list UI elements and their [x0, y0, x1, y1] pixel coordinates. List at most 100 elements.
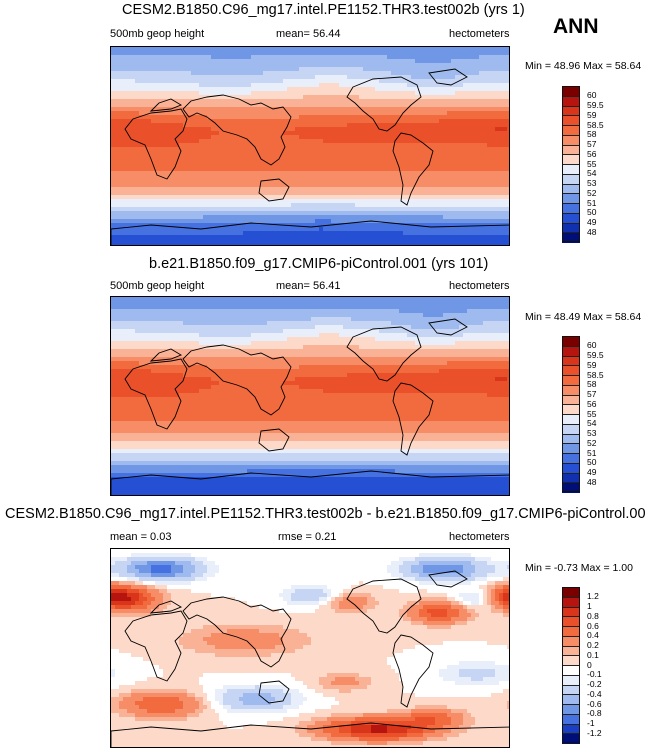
contour-cell [471, 235, 476, 240]
contour-cell [467, 71, 472, 76]
contour-cell [411, 151, 416, 156]
contour-cell [363, 191, 368, 196]
contour-cell [415, 235, 420, 240]
contour-cell [163, 71, 168, 76]
contour-cell [139, 135, 144, 140]
contour-cell [255, 171, 260, 176]
contour-cell [159, 235, 164, 240]
contour-cell [123, 143, 128, 148]
contour-cell [447, 79, 452, 84]
contour-cell [363, 183, 368, 188]
contour-cell [419, 159, 424, 164]
contour-cell [127, 235, 132, 240]
contour-cell [183, 135, 188, 140]
contour-cell [375, 179, 380, 184]
contour-cell [431, 179, 436, 184]
contour-cell [435, 171, 440, 176]
contour-cell [447, 159, 452, 164]
contour-cell [243, 99, 248, 104]
contour-cell [155, 203, 160, 208]
contour-cell [271, 179, 276, 184]
contour-cell [243, 83, 248, 88]
contour-cell [459, 207, 464, 212]
contour-cell [255, 159, 260, 164]
contour-cell [495, 67, 500, 72]
contour-cell [391, 167, 396, 172]
contour-cell [371, 139, 376, 144]
contour-cell [191, 111, 196, 116]
contour-cell [431, 203, 436, 208]
contour-cell [399, 207, 404, 212]
contour-cell [299, 75, 304, 80]
contour-cell [207, 99, 212, 104]
contour-cell [331, 207, 336, 212]
contour-cell [471, 179, 476, 184]
contour-cell [231, 139, 236, 144]
contour-cell [351, 63, 356, 68]
contour-cell [443, 47, 448, 52]
contour-cell [459, 103, 464, 108]
contour-cell [375, 227, 380, 232]
contour-cell [495, 163, 500, 168]
contour-cell [415, 199, 420, 204]
contour-cell [267, 211, 272, 216]
contour-cell [267, 123, 272, 128]
contour-cell [287, 75, 292, 80]
contour-cell [311, 139, 316, 144]
contour-cell [451, 115, 456, 120]
contour-cell [435, 131, 440, 136]
contour-cell [491, 59, 496, 64]
contour-cell [503, 179, 508, 184]
contour-cell [479, 235, 484, 240]
contour-cell [135, 151, 140, 156]
contour-cell [287, 91, 292, 96]
contour-cell [199, 167, 204, 172]
contour-cell [387, 75, 392, 80]
contour-cell [275, 223, 280, 228]
contour-cell [471, 239, 476, 244]
contour-cell [455, 171, 460, 176]
contour-cell [503, 103, 508, 108]
contour-cell [455, 187, 460, 192]
contour-cell [439, 75, 444, 80]
contour-cell [343, 151, 348, 156]
contour-cell [319, 91, 324, 96]
contour-cell [291, 51, 296, 56]
contour-cell [419, 167, 424, 172]
contour-cell [271, 143, 276, 148]
contour-cell [411, 155, 416, 160]
contour-cell [235, 211, 240, 216]
contour-cell [483, 139, 488, 144]
contour-cell [111, 127, 116, 132]
contour-cell [187, 159, 192, 164]
contour-cell [403, 195, 408, 200]
contour-cell [355, 227, 360, 232]
contour-cell [199, 143, 204, 148]
contour-cell [483, 99, 488, 104]
contour-cell [191, 159, 196, 164]
contour-cell [403, 51, 408, 56]
contour-cell [443, 91, 448, 96]
contour-cell [235, 199, 240, 204]
contour-cell [355, 151, 360, 156]
contour-cell [259, 119, 264, 124]
contour-cell [307, 187, 312, 192]
contour-cell [459, 195, 464, 200]
contour-cell [199, 171, 204, 176]
contour-cell [179, 83, 184, 88]
contour-cell [139, 223, 144, 228]
contour-cell [287, 191, 292, 196]
contour-cell [475, 55, 480, 60]
contour-cell [219, 51, 224, 56]
contour-cell [207, 83, 212, 88]
contour-cell [219, 143, 224, 148]
contour-cell [123, 171, 128, 176]
contour-cell [215, 187, 220, 192]
contour-cell [175, 119, 180, 124]
contour-cell [195, 203, 200, 208]
contour-cell [191, 199, 196, 204]
contour-cell [215, 211, 220, 216]
contour-cell [115, 211, 120, 216]
contour-cell [443, 67, 448, 72]
contour-cell [355, 243, 360, 245]
